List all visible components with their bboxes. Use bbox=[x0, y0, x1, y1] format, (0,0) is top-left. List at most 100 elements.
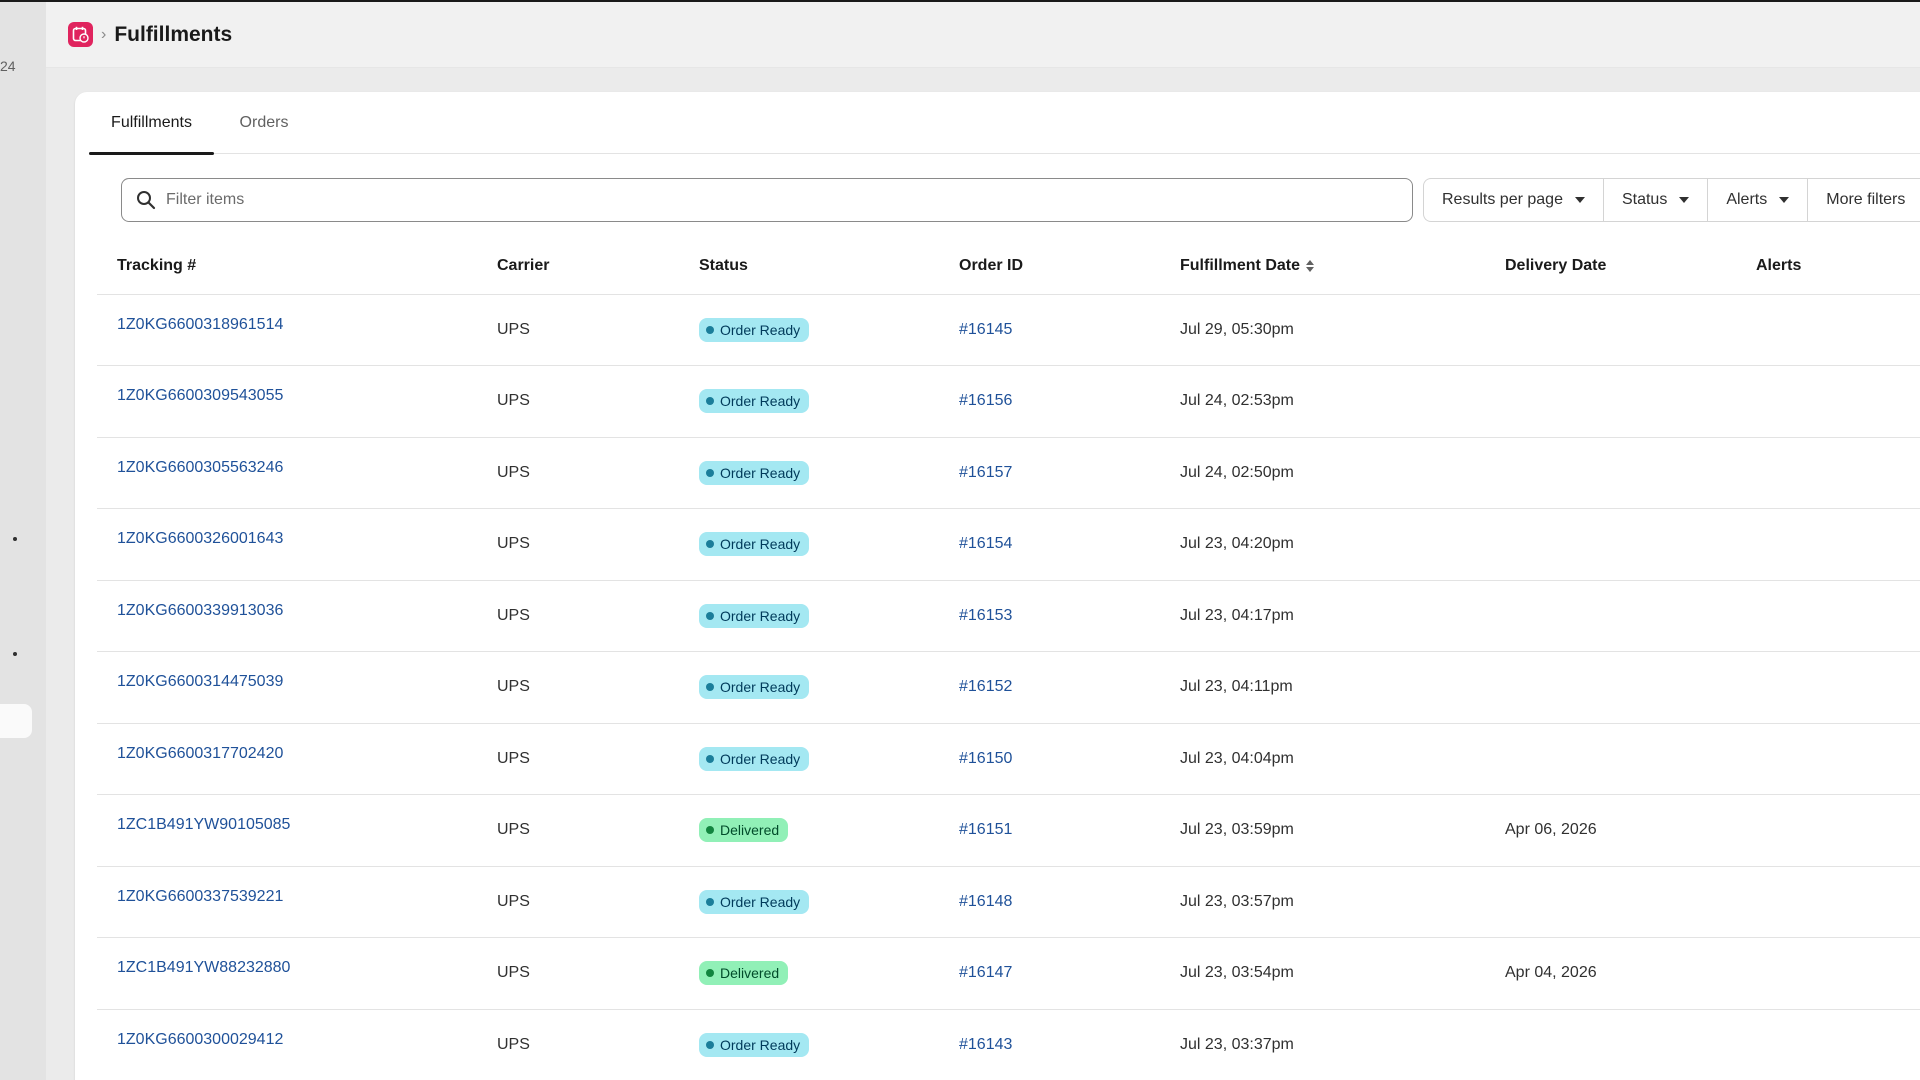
alerts-cell bbox=[1736, 794, 1920, 867]
status-dot-icon bbox=[706, 754, 714, 763]
carrier-cell: UPS bbox=[477, 1009, 679, 1080]
order-id-link[interactable]: #16154 bbox=[959, 535, 1013, 553]
order-id-link[interactable]: #16151 bbox=[959, 821, 1013, 839]
calendar-icon[interactable] bbox=[68, 22, 93, 47]
tracking-number-link[interactable]: 1ZC1B491YW90105085 bbox=[117, 816, 291, 834]
status-dot-icon bbox=[706, 683, 714, 692]
tracking-number-link[interactable]: 1Z0KG6600326001643 bbox=[117, 530, 284, 548]
delivery-date-cell bbox=[1485, 437, 1736, 509]
order-id-link[interactable]: #16157 bbox=[959, 463, 1013, 481]
tracking-number-link[interactable]: 1Z0KG6600318961514 bbox=[117, 315, 284, 333]
order-id-cell: #16151 bbox=[939, 794, 1160, 867]
status-badge-label: Order Ready bbox=[720, 750, 801, 767]
order-id-cell: #16143 bbox=[939, 1009, 1160, 1080]
status-cell: Order Ready bbox=[679, 580, 939, 652]
order-id-link[interactable]: #16145 bbox=[959, 320, 1013, 338]
alerts-filter-label: Alerts bbox=[1726, 191, 1768, 208]
alerts-cell bbox=[1736, 365, 1920, 438]
order-id-link[interactable]: #16147 bbox=[959, 964, 1013, 982]
column-header-delivery-date: Delivery Date bbox=[1485, 238, 1736, 295]
tab-fulfillments[interactable]: Fulfillments bbox=[89, 92, 214, 155]
status-dot-icon bbox=[706, 397, 714, 406]
tracking-number-link[interactable]: 1Z0KG6600317702420 bbox=[117, 744, 284, 762]
delivery-date-cell bbox=[1485, 580, 1736, 652]
status-filter-button[interactable]: Status bbox=[1604, 179, 1709, 221]
tracking-cell: 1ZC1B491YW88232880 bbox=[97, 937, 477, 1010]
carrier-cell: UPS bbox=[477, 794, 679, 867]
rail-dot bbox=[13, 652, 17, 656]
table-row[interactable]: 1Z0KG6600309543055 UPS Order Ready #16156 Ju… bbox=[97, 365, 1920, 438]
more-filters-button[interactable]: More filters bbox=[1808, 179, 1920, 221]
order-id-link[interactable]: #16156 bbox=[959, 392, 1013, 410]
column-header-fulfillment-date[interactable]: Fulfillment Date bbox=[1160, 238, 1485, 295]
order-id-link[interactable]: #16148 bbox=[959, 892, 1013, 910]
status-cell: Order Ready bbox=[679, 437, 939, 509]
fulfillment-date-cell: Jul 23, 04:04pm bbox=[1160, 723, 1485, 795]
alerts-cell bbox=[1736, 723, 1920, 795]
sort-icon[interactable] bbox=[1306, 259, 1315, 272]
status-badge: Order Ready bbox=[699, 317, 810, 342]
status-cell: Order Ready bbox=[679, 508, 939, 581]
search-icon bbox=[137, 191, 156, 210]
tracking-number-link[interactable]: 1Z0KG6600309543055 bbox=[117, 387, 284, 405]
fulfillment-date-cell: Jul 24, 02:50pm bbox=[1160, 437, 1485, 509]
status-cell: Order Ready bbox=[679, 866, 939, 938]
status-badge: Order Ready bbox=[699, 460, 810, 485]
status-badge-label: Order Ready bbox=[720, 321, 801, 338]
column-header-carrier: Carrier bbox=[477, 238, 679, 295]
order-id-cell: #16157 bbox=[939, 437, 1160, 509]
search-input[interactable] bbox=[166, 191, 1366, 209]
order-id-link[interactable]: #16153 bbox=[959, 606, 1013, 624]
delivery-date-cell: Apr 06, 2026 bbox=[1485, 794, 1736, 867]
status-dot-icon bbox=[706, 540, 714, 549]
order-id-link[interactable]: #16152 bbox=[959, 678, 1013, 696]
order-id-link[interactable]: #16143 bbox=[959, 1035, 1013, 1053]
search-field[interactable] bbox=[121, 178, 1413, 222]
status-badge: Delivered bbox=[699, 818, 789, 843]
results-per-page-label: Results per page bbox=[1442, 191, 1563, 208]
tracking-cell: 1Z0KG6600300029412 bbox=[97, 1009, 477, 1080]
status-badge: Order Ready bbox=[699, 532, 810, 557]
tracking-number-link[interactable]: 1Z0KG6600305563246 bbox=[117, 458, 284, 476]
fulfillment-date-cell: Jul 23, 03:54pm bbox=[1160, 937, 1485, 1010]
table-row[interactable]: 1Z0KG6600314475039 UPS Order Ready #16152 Ju… bbox=[97, 651, 1920, 724]
carrier-cell: UPS bbox=[477, 651, 679, 724]
status-badge-label: Order Ready bbox=[720, 536, 801, 553]
table-row[interactable]: 1Z0KG6600339913036 UPS Order Ready #16153 Ju… bbox=[97, 580, 1920, 652]
carrier-cell: UPS bbox=[477, 508, 679, 581]
carrier-cell: UPS bbox=[477, 723, 679, 795]
order-id-cell: #16154 bbox=[939, 508, 1160, 581]
status-cell: Order Ready bbox=[679, 651, 939, 724]
tracking-number-link[interactable]: 1Z0KG6600337539221 bbox=[117, 887, 284, 905]
order-id-link[interactable]: #16150 bbox=[959, 749, 1013, 767]
alerts-cell bbox=[1736, 866, 1920, 938]
tracking-number-link[interactable]: 1Z0KG6600314475039 bbox=[117, 673, 284, 691]
tab-orders[interactable]: Orders bbox=[239, 114, 289, 131]
carrier-cell: UPS bbox=[477, 294, 679, 366]
order-id-cell: #16152 bbox=[939, 651, 1160, 724]
carrier-cell: UPS bbox=[477, 365, 679, 438]
alerts-filter-button[interactable]: Alerts bbox=[1708, 179, 1809, 221]
table-row[interactable]: 1Z0KG6600337539221 UPS Order Ready #16148 Ju… bbox=[97, 866, 1920, 938]
tracking-number-link[interactable]: 1Z0KG6600339913036 bbox=[117, 601, 284, 619]
status-dot-icon bbox=[706, 1040, 714, 1049]
table-row[interactable]: 1Z0KG6600300029412 UPS Order Ready #16143 Ju… bbox=[97, 1009, 1920, 1080]
table-row[interactable]: 1Z0KG6600317702420 UPS Order Ready #16150 Ju… bbox=[97, 723, 1920, 795]
delivery-date-cell bbox=[1485, 866, 1736, 938]
page-header: › Fulfillments bbox=[46, 2, 1920, 68]
results-per-page-button[interactable]: Results per page bbox=[1424, 179, 1604, 221]
status-cell: Order Ready bbox=[679, 365, 939, 438]
fulfillment-date-cell: Jul 23, 03:57pm bbox=[1160, 866, 1485, 938]
tracking-number-link[interactable]: 1Z0KG6600300029412 bbox=[117, 1030, 284, 1048]
table-row[interactable]: 1Z0KG6600326001643 UPS Order Ready #16154 Ju… bbox=[97, 508, 1920, 581]
table-row[interactable]: 1ZC1B491YW90105085 UPS Delivered #16151 Jul … bbox=[97, 794, 1920, 867]
status-badge: Order Ready bbox=[699, 389, 810, 414]
tracking-number-link[interactable]: 1ZC1B491YW88232880 bbox=[117, 959, 291, 977]
status-dot-icon bbox=[706, 969, 714, 978]
status-badge: Order Ready bbox=[699, 1032, 810, 1057]
rail-selected-item[interactable] bbox=[0, 704, 32, 738]
column-header-order-id: Order ID bbox=[939, 238, 1160, 295]
table-row[interactable]: 1Z0KG6600305563246 UPS Order Ready #16157 Ju… bbox=[97, 437, 1920, 509]
table-row[interactable]: 1Z0KG6600318961514 UPS Order Ready #16145 Ju… bbox=[97, 294, 1920, 366]
table-row[interactable]: 1ZC1B491YW88232880 UPS Delivered #16147 Jul … bbox=[97, 937, 1920, 1010]
